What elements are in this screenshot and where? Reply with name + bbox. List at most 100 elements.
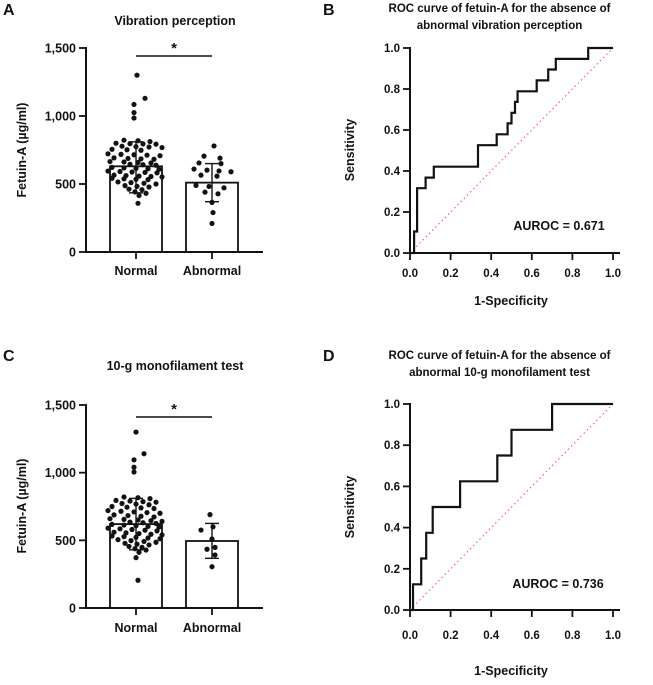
x-tick-label: 1.0	[605, 630, 621, 642]
x-tick-label: 0.2	[443, 630, 459, 642]
data-point	[215, 191, 221, 197]
data-point	[136, 549, 142, 555]
data-point	[121, 159, 127, 165]
data-point	[142, 527, 148, 533]
data-point	[109, 146, 115, 152]
data-point	[151, 505, 157, 512]
data-point	[132, 546, 138, 552]
dots-normal	[105, 429, 165, 583]
data-point	[127, 498, 133, 504]
data-point	[193, 182, 199, 188]
data-point	[148, 531, 154, 537]
data-point	[145, 177, 151, 183]
data-point	[136, 530, 142, 537]
data-point	[133, 176, 139, 182]
data-point	[113, 497, 119, 504]
panel-a-title: Vibration perception	[114, 14, 236, 28]
panel-a-group-label-abnormal: Abnormal	[182, 264, 242, 278]
panel-d-plot: 0.0 0.2 0.4 0.6 0.8 1.0 0.0 0.2 0.4 0.6 0.8 1.0	[384, 399, 621, 642]
data-point	[153, 141, 159, 147]
data-point	[204, 546, 210, 552]
data-point	[131, 469, 137, 475]
data-point	[138, 156, 144, 162]
data-point	[157, 153, 163, 159]
roc-curve	[410, 402, 613, 612]
data-point	[127, 519, 133, 525]
data-point	[124, 147, 130, 153]
data-point	[105, 525, 111, 531]
x-tick-label: 0.8	[564, 630, 581, 642]
data-point	[136, 192, 142, 199]
data-point	[151, 156, 157, 162]
x-tick-label: 1.0	[605, 268, 621, 280]
data-point	[124, 504, 130, 510]
data-point	[216, 168, 222, 174]
data-point	[131, 115, 137, 121]
data-point	[145, 166, 151, 172]
y-tick-label: 0.8	[384, 84, 401, 96]
panel-c-letter: C	[3, 348, 15, 365]
data-point	[131, 101, 137, 108]
x-tick-label: 0.0	[402, 268, 418, 280]
data-point	[127, 161, 133, 167]
data-point	[198, 527, 204, 533]
data-point	[135, 200, 141, 206]
reference-diagonal	[409, 403, 614, 611]
y-tick-label: 0.8	[384, 440, 401, 452]
data-point	[209, 564, 215, 570]
data-point	[133, 523, 139, 529]
data-point	[105, 507, 111, 514]
y-tick-label: 0.2	[384, 564, 400, 576]
x-tick-label: 0.4	[483, 630, 500, 642]
panel-b: B ROC curve of fetuin-A for the absence …	[320, 0, 653, 345]
y-tick-label: 0.4	[384, 166, 401, 178]
data-point	[146, 184, 152, 190]
data-point	[135, 159, 141, 166]
data-point	[140, 520, 146, 526]
data-point	[159, 144, 165, 151]
data-point	[204, 167, 210, 173]
dots-normal	[105, 72, 165, 206]
data-point	[140, 162, 146, 168]
data-point	[228, 169, 234, 175]
y-tick-label: 0.0	[384, 605, 400, 617]
data-point	[133, 555, 139, 561]
y-tick-label: 0.6	[384, 481, 400, 493]
data-point	[159, 518, 165, 524]
y-tick-label: 1,000	[45, 466, 76, 480]
data-point	[109, 503, 115, 510]
data-point	[154, 170, 160, 176]
panel-b-title-line1: ROC curve of fetuin-A for the absence of	[388, 3, 611, 15]
data-point	[153, 181, 159, 187]
y-tick-label: 0.0	[384, 248, 400, 260]
data-point	[142, 169, 148, 176]
data-point	[157, 510, 163, 516]
panel-b-auroc-value: AUROC = 0.671	[513, 219, 605, 233]
data-point	[212, 544, 218, 550]
significance-star: *	[171, 401, 177, 418]
data-point	[121, 494, 127, 500]
data-point	[117, 526, 123, 532]
data-point	[157, 536, 163, 542]
panel-c-title: 10-g monofilament test	[106, 359, 244, 373]
panel-d-x-axis-label: 1-Specificity	[474, 664, 548, 678]
data-point	[206, 183, 212, 190]
data-point	[109, 521, 115, 527]
data-point	[121, 516, 127, 522]
x-tick-label: 0.0	[402, 630, 418, 642]
data-point	[196, 160, 202, 166]
data-point	[121, 522, 127, 528]
data-point	[132, 189, 138, 195]
panel-c-group-label-abnormal: Abnormal	[182, 621, 242, 635]
data-point	[133, 144, 139, 150]
data-point	[210, 209, 216, 216]
data-point	[107, 158, 113, 165]
data-point	[128, 538, 134, 544]
data-point	[118, 151, 124, 157]
data-point	[139, 544, 145, 550]
panel-c-plot: 0 500 1,000 1,500 *	[45, 399, 263, 616]
data-point	[146, 502, 152, 508]
data-point	[109, 533, 115, 539]
data-point	[121, 165, 127, 171]
y-tick-label: 0	[69, 246, 76, 260]
